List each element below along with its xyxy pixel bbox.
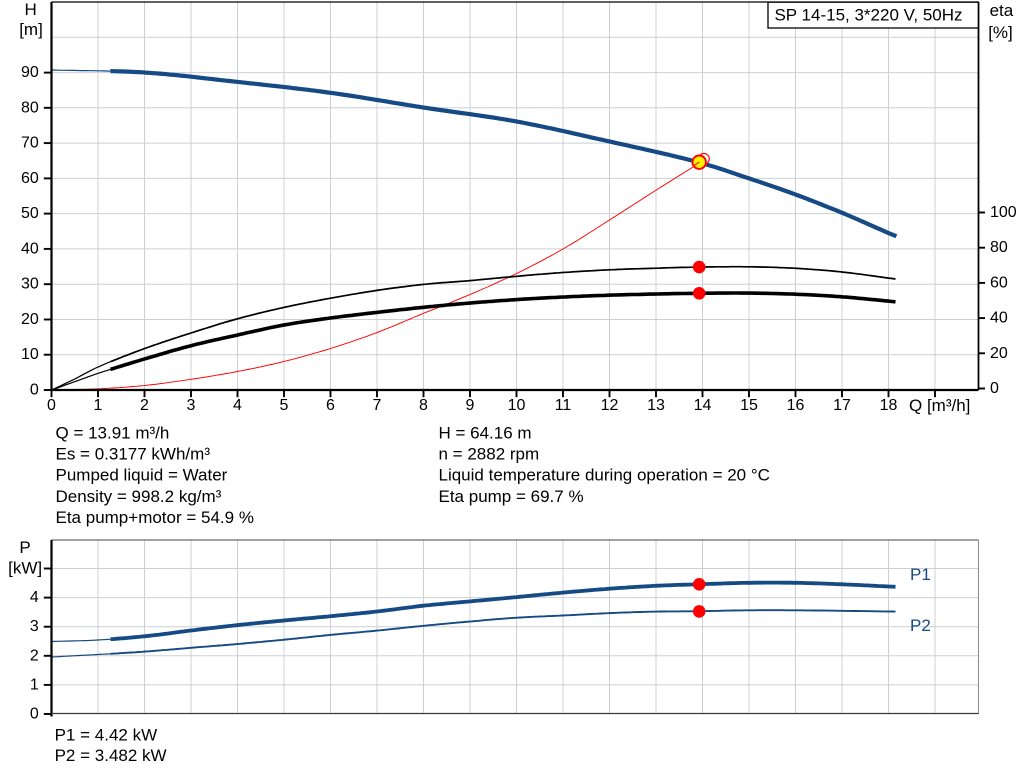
svg-text:H: H bbox=[25, 0, 37, 19]
svg-text:11: 11 bbox=[555, 397, 572, 414]
svg-text:6: 6 bbox=[326, 397, 335, 414]
svg-text:13: 13 bbox=[647, 397, 665, 414]
svg-text:Eta pump+motor = 54.9 %: Eta pump+motor = 54.9 % bbox=[56, 508, 254, 527]
svg-text:P2: P2 bbox=[910, 616, 931, 635]
svg-text:Density = 998.2 kg/m³: Density = 998.2 kg/m³ bbox=[56, 487, 222, 506]
svg-text:10: 10 bbox=[21, 346, 39, 363]
svg-text:Q = 13.91 m³/h: Q = 13.91 m³/h bbox=[56, 424, 170, 443]
svg-text:4: 4 bbox=[30, 589, 39, 606]
svg-text:20: 20 bbox=[21, 311, 39, 328]
svg-text:80: 80 bbox=[21, 99, 39, 116]
svg-text:5: 5 bbox=[280, 397, 289, 414]
svg-text:17: 17 bbox=[833, 397, 851, 414]
svg-text:30: 30 bbox=[21, 276, 39, 293]
svg-text:1: 1 bbox=[30, 676, 39, 693]
svg-text:60: 60 bbox=[21, 170, 39, 187]
svg-text:[%]: [%] bbox=[988, 23, 1013, 42]
svg-text:1: 1 bbox=[94, 397, 103, 414]
svg-text:60: 60 bbox=[990, 274, 1008, 291]
svg-text:P1 = 4.42 kW: P1 = 4.42 kW bbox=[55, 726, 158, 745]
svg-text:10: 10 bbox=[508, 397, 526, 414]
svg-text:18: 18 bbox=[880, 397, 898, 414]
svg-text:70: 70 bbox=[21, 135, 39, 152]
svg-text:9: 9 bbox=[466, 397, 475, 414]
svg-text:0: 0 bbox=[30, 382, 39, 399]
svg-text:Es = 0.3177 kWh/m³: Es = 0.3177 kWh/m³ bbox=[56, 445, 211, 464]
svg-text:15: 15 bbox=[740, 397, 758, 414]
svg-text:3: 3 bbox=[187, 397, 196, 414]
svg-text:[kW]: [kW] bbox=[8, 559, 42, 578]
svg-text:Q [m³/h]: Q [m³/h] bbox=[909, 396, 970, 415]
svg-text:eta: eta bbox=[990, 1, 1014, 20]
svg-text:40: 40 bbox=[21, 240, 39, 257]
svg-text:0: 0 bbox=[47, 397, 56, 414]
svg-text:3: 3 bbox=[30, 618, 39, 635]
svg-text:4: 4 bbox=[233, 397, 242, 414]
svg-text:0: 0 bbox=[990, 380, 999, 397]
svg-text:7: 7 bbox=[373, 397, 382, 414]
svg-text:80: 80 bbox=[990, 239, 1008, 256]
svg-text:20: 20 bbox=[990, 345, 1008, 362]
svg-text:P1: P1 bbox=[910, 565, 931, 584]
svg-text:12: 12 bbox=[601, 397, 619, 414]
svg-text:SP 14-15, 3*220 V, 50Hz: SP 14-15, 3*220 V, 50Hz bbox=[774, 5, 962, 24]
svg-text:90: 90 bbox=[21, 64, 39, 81]
svg-text:H = 64.16 m: H = 64.16 m bbox=[439, 424, 532, 443]
svg-text:40: 40 bbox=[990, 310, 1008, 327]
svg-text:16: 16 bbox=[787, 397, 805, 414]
svg-text:2: 2 bbox=[30, 647, 39, 664]
svg-text:P: P bbox=[19, 538, 30, 557]
svg-text:n = 2882 rpm: n = 2882 rpm bbox=[439, 445, 540, 464]
svg-text:[m]: [m] bbox=[19, 20, 43, 39]
svg-text:Liquid temperature during oper: Liquid temperature during operation = 20… bbox=[439, 466, 770, 485]
svg-text:Eta pump = 69.7 %: Eta pump = 69.7 % bbox=[439, 487, 584, 506]
svg-text:50: 50 bbox=[21, 205, 39, 222]
svg-text:P2 = 3.482 kW: P2 = 3.482 kW bbox=[55, 746, 167, 765]
svg-text:2: 2 bbox=[140, 397, 149, 414]
svg-text:8: 8 bbox=[419, 397, 428, 414]
svg-text:100: 100 bbox=[990, 204, 1017, 221]
svg-text:Pumped liquid = Water: Pumped liquid = Water bbox=[56, 466, 228, 485]
svg-text:14: 14 bbox=[694, 397, 712, 414]
svg-text:0: 0 bbox=[30, 706, 39, 723]
